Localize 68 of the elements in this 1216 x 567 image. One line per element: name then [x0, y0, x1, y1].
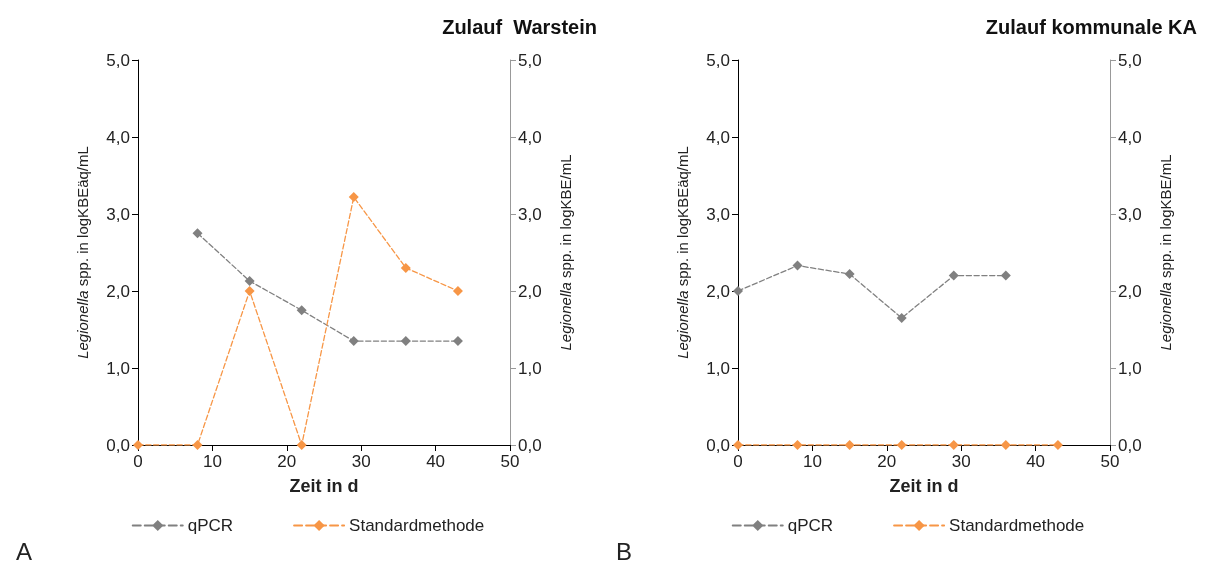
y-tick-label: 3,0: [706, 204, 730, 224]
point: [296, 305, 307, 316]
x-tick-label: 50: [1100, 452, 1120, 471]
y2-tick-label: 1,0: [1118, 358, 1142, 378]
y2-axis-title: Legionella spp. in logKBE/mL: [557, 154, 574, 351]
y2-tick-label: 3,0: [1118, 204, 1142, 224]
x-tick-label: 40: [1026, 452, 1046, 471]
text: A: [16, 537, 33, 565]
x-axis-title: Zeit in d: [889, 476, 959, 496]
x-tick-label: 10: [202, 452, 222, 471]
legend-label: qPCR: [787, 516, 834, 535]
y-tick-label: 5,0: [706, 50, 730, 70]
point: [244, 275, 255, 286]
y-tick-label: 0,0: [106, 435, 130, 455]
y2-tick-label: 0,0: [1118, 435, 1142, 455]
y-tick-label: 4,0: [706, 127, 730, 147]
x-tick-label: 40: [426, 452, 446, 471]
x-tick-label: 0: [733, 452, 743, 471]
y-tick-label: 2,0: [706, 281, 730, 301]
point: [400, 336, 411, 347]
y-tick-label: 3,0: [106, 204, 130, 224]
y-axis-title: Legionella spp. in logKBEäq/mL: [74, 146, 91, 359]
point: [348, 192, 359, 203]
point: [896, 312, 907, 323]
y-tick-label: 0,0: [706, 435, 730, 455]
point: [733, 286, 743, 296]
x-tick-label: 30: [351, 452, 371, 471]
point: [296, 440, 307, 450]
chart-title: Zulauf Warstein: [442, 16, 597, 38]
y2-tick-label: 4,0: [518, 127, 542, 147]
point: [948, 270, 959, 281]
point: [192, 440, 203, 450]
point: [244, 286, 255, 296]
x-tick-label: 10: [802, 452, 822, 471]
x-tick-label: 0: [133, 452, 143, 471]
point: [348, 336, 359, 347]
chart-title: Zulauf kommunale KA: [985, 16, 1198, 38]
y2-tick-label: 5,0: [1118, 50, 1142, 70]
legend-label: Standardmethode: [349, 516, 485, 535]
y2-tick-label: 2,0: [1118, 281, 1142, 301]
y-tick-label: 4,0: [106, 127, 130, 147]
x-tick-label: 50: [500, 452, 520, 471]
y2-tick-label: 1,0: [518, 358, 542, 378]
x-tick-label: 20: [877, 452, 897, 471]
y-tick-label: 1,0: [106, 358, 130, 378]
y-tick-label: 2,0: [106, 281, 130, 301]
point: [844, 269, 855, 280]
y2-tick-label: 5,0: [518, 50, 542, 70]
text: B: [616, 537, 633, 565]
y2-tick-label: 0,0: [518, 435, 542, 455]
x-axis-title: Zeit in d: [289, 476, 359, 496]
y-axis-title: Legionella spp. in logKBEäq/mL: [674, 146, 691, 359]
y2-tick-label: 2,0: [518, 281, 542, 301]
y-tick-label: 5,0: [106, 50, 130, 70]
legend-label: qPCR: [187, 516, 234, 535]
y2-axis-title: Legionella spp. in logKBE/mL: [1157, 154, 1174, 351]
point: [792, 260, 803, 271]
legend-label: Standardmethode: [949, 516, 1085, 535]
point: [452, 336, 463, 347]
point: [192, 228, 203, 239]
point: [1000, 270, 1011, 281]
x-tick-label: 20: [277, 452, 297, 471]
y-tick-label: 1,0: [706, 358, 730, 378]
y2-tick-label: 3,0: [518, 204, 542, 224]
point: [400, 262, 411, 273]
x-tick-label: 30: [951, 452, 971, 471]
y2-tick-label: 4,0: [1118, 127, 1142, 147]
point: [452, 286, 463, 296]
